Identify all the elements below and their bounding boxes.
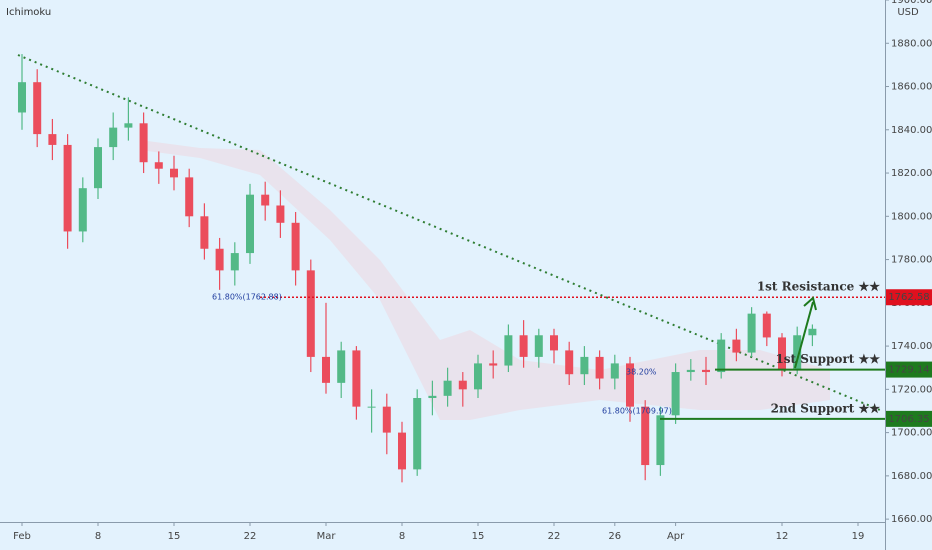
candle-body [124, 123, 133, 128]
ichimoku-cloud [140, 140, 830, 420]
candle-body [686, 369, 695, 373]
y-tick-label: 1660.00 [891, 514, 932, 525]
candle-body [717, 339, 726, 373]
candle-body [474, 363, 482, 390]
candle-body [322, 356, 330, 383]
candle-body [337, 350, 346, 383]
candle-body [33, 82, 42, 135]
candle-body [519, 335, 528, 357]
candle-body [63, 144, 72, 232]
price-tag-label: 1762.58 [888, 292, 929, 303]
x-tick-label: Apr [667, 531, 685, 542]
fib-label: 61.80%(1709.97) [602, 407, 672, 416]
candle-body [489, 363, 498, 366]
candle-body [534, 335, 543, 357]
price-tag-label: 1729.14 [888, 365, 929, 376]
candle-body [595, 356, 604, 379]
candle-body [170, 168, 178, 178]
level-name: 1st Resistance ★★ [757, 280, 880, 294]
arrow [794, 301, 814, 369]
candle-body [230, 253, 239, 271]
candle-body [702, 369, 710, 373]
candle-body [793, 335, 802, 370]
candle-body [78, 188, 87, 232]
candle-body [656, 415, 665, 466]
candle-body [291, 222, 300, 271]
level-name: 1st Support ★★ [775, 352, 880, 366]
price-tag-label: 1706.35 [888, 414, 929, 425]
candle-body [458, 380, 467, 390]
x-tick-label: 12 [776, 531, 789, 542]
fib-label: 61.80%(1762.88) [212, 293, 282, 302]
y-tick-label: 1740.00 [891, 341, 932, 352]
candle-body [18, 82, 26, 113]
candle-body [382, 406, 391, 433]
candle-body [200, 216, 209, 249]
candle-body [610, 363, 619, 379]
price-tag [886, 410, 932, 427]
x-tick-label: Feb [13, 531, 31, 542]
y-tick-label: 1900.00 [891, 0, 932, 6]
y-tick-label: 1820.00 [891, 168, 932, 179]
x-tick-label: 15 [472, 531, 485, 542]
level-name: 2nd Support ★★ [771, 401, 881, 415]
y-tick-label: 1680.00 [891, 471, 932, 482]
candle-body [778, 337, 786, 370]
candle-body [367, 406, 376, 408]
candle-body [732, 339, 741, 353]
candle-body [246, 194, 254, 254]
price-tag [886, 289, 932, 306]
candle-body [306, 270, 315, 357]
x-tick-label: 19 [852, 531, 865, 542]
candle-body [109, 127, 118, 148]
candle-body [185, 177, 194, 217]
candle-body [641, 406, 650, 466]
y-tick-label: 1840.00 [891, 125, 932, 136]
candle-body [139, 123, 148, 163]
y-tick-label: 1780.00 [891, 255, 932, 266]
x-tick-label: 15 [168, 531, 181, 542]
candle-body [626, 363, 634, 407]
indicator-label: Ichimoku [6, 7, 51, 18]
x-tick-label: 8 [95, 531, 101, 542]
candle-body [747, 313, 756, 353]
y-tick-label: 1700.00 [891, 428, 932, 439]
x-tick-label: 22 [244, 531, 257, 542]
candle-body [215, 248, 224, 271]
candle-body [808, 328, 817, 336]
candle-body [671, 372, 680, 416]
candle-body [428, 395, 437, 398]
candle-body [94, 147, 102, 189]
x-tick-label: 22 [548, 531, 561, 542]
arrow-head [803, 296, 817, 311]
candle-body [398, 432, 406, 470]
x-tick-label: Mar [317, 531, 337, 542]
candle-body [762, 313, 771, 338]
candle-body [261, 194, 270, 206]
candle-body [550, 335, 558, 351]
currency-label: USD [897, 7, 919, 18]
y-tick-label: 1720.00 [891, 384, 932, 395]
y-tick-label: 1860.00 [891, 82, 932, 93]
y-tick-label: 1880.00 [891, 38, 932, 49]
fib-label: 38.20% [626, 368, 657, 377]
x-tick-label: 8 [399, 531, 405, 542]
candle-body [413, 397, 422, 470]
candle-body [565, 350, 574, 375]
x-tick-label: 26 [608, 531, 621, 542]
candle-body [154, 162, 163, 169]
candle-body [48, 134, 57, 145]
y-tick-label: 1800.00 [891, 211, 932, 222]
candle-body [276, 205, 285, 223]
candle-body [504, 335, 513, 366]
candle-body [443, 380, 452, 396]
price-tag [886, 361, 932, 378]
candle-body [352, 350, 361, 407]
candle-body [580, 356, 589, 375]
